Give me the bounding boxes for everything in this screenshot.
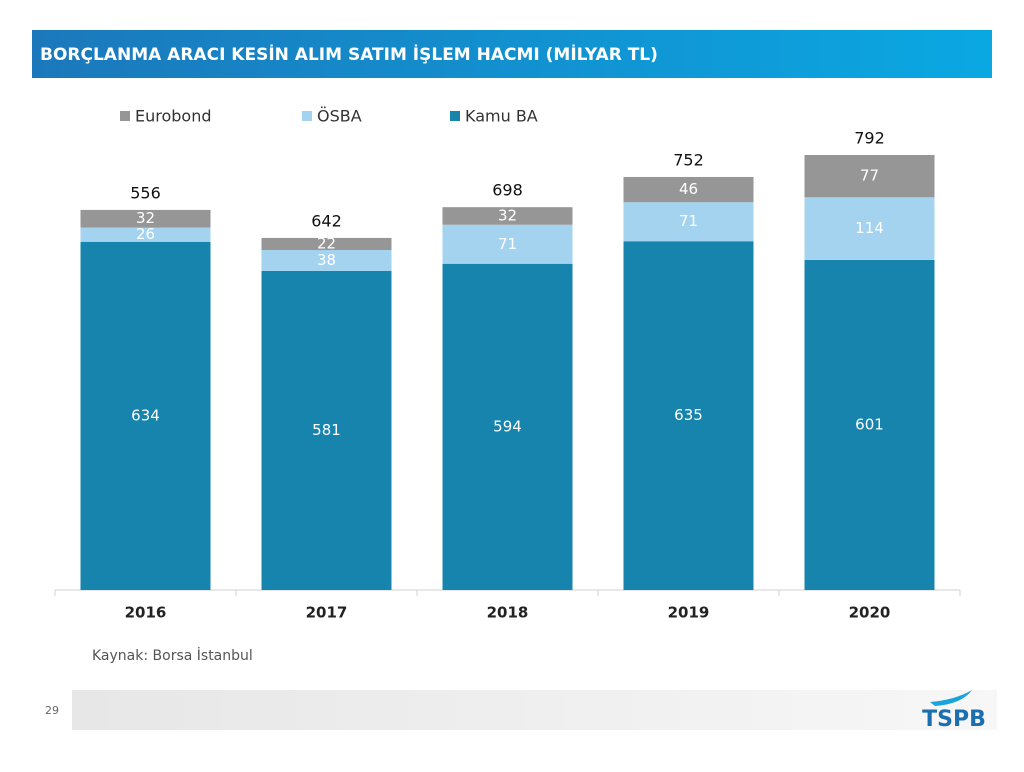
bar-segment <box>623 176 754 203</box>
data-label: 32 <box>136 209 155 227</box>
logo: TSPB <box>922 707 986 732</box>
data-label: 635 <box>674 406 703 424</box>
bar-segment <box>623 241 754 590</box>
title-bar <box>32 30 992 78</box>
x-tick-label: 2016 <box>125 604 167 622</box>
bar-segment <box>442 263 573 590</box>
logo-swoosh <box>930 690 972 706</box>
data-label: 46 <box>679 180 698 198</box>
data-label: 71 <box>679 212 698 230</box>
data-label: 71 <box>498 235 517 253</box>
x-tick-label: 2019 <box>668 604 710 622</box>
bar-segment <box>623 202 754 242</box>
bar-segment <box>804 259 935 590</box>
bar-segment <box>442 224 573 264</box>
legend-label: Eurobond <box>135 107 212 126</box>
legend-swatch <box>120 111 130 121</box>
source-note: Kaynak: Borsa İstanbul <box>92 646 253 664</box>
bar-segment <box>80 241 211 590</box>
data-label: 22 <box>317 234 336 252</box>
page-box <box>32 690 72 730</box>
x-tick-label: 2017 <box>306 604 348 622</box>
x-tick-label: 2020 <box>849 604 891 622</box>
footer-bar <box>32 690 997 730</box>
bar-segment <box>261 250 392 271</box>
bar-segment <box>804 155 935 198</box>
total-label: 792 <box>854 129 885 148</box>
bar-segment <box>804 197 935 260</box>
data-label: 26 <box>136 225 155 243</box>
total-label: 556 <box>130 183 161 202</box>
bar-segment <box>261 270 392 590</box>
data-label: 77 <box>860 167 879 185</box>
data-label: 114 <box>855 219 884 237</box>
chart-title: BORÇLANMA ARACI KESİN ALIM SATIM İŞLEM H… <box>40 43 658 65</box>
page-number: 29 <box>45 704 59 717</box>
bar-segment <box>261 237 392 251</box>
data-label: 601 <box>855 415 884 433</box>
data-label: 32 <box>498 206 517 224</box>
data-label: 38 <box>317 251 336 269</box>
bar-segment <box>80 209 211 228</box>
legend-label: ÖSBA <box>317 107 362 126</box>
bar-segment <box>80 227 211 242</box>
total-label: 752 <box>673 150 704 169</box>
x-tick-label: 2018 <box>487 604 529 622</box>
data-label: 634 <box>131 406 160 424</box>
total-label: 698 <box>492 181 523 200</box>
bar-segment <box>442 207 573 225</box>
legend-swatch <box>302 111 312 121</box>
legend-swatch <box>450 111 460 121</box>
data-label: 594 <box>493 417 522 435</box>
legend-label: Kamu BA <box>465 107 538 126</box>
total-label: 642 <box>311 211 342 230</box>
data-label: 581 <box>312 421 341 439</box>
